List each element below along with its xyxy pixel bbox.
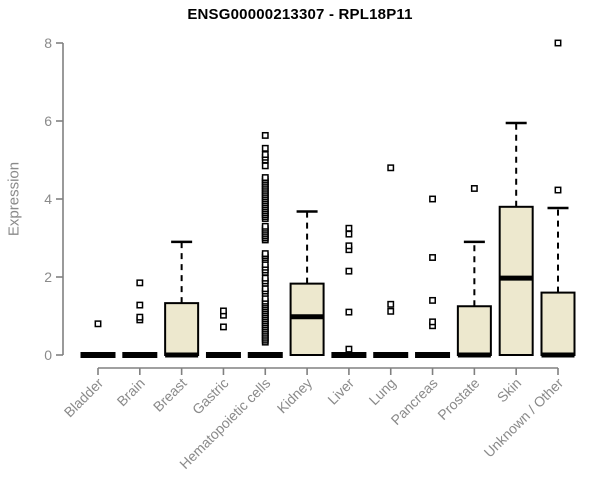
outlier-point bbox=[345, 345, 353, 353]
collapsed-box bbox=[331, 352, 367, 358]
x-tick-label: Prostate bbox=[434, 375, 482, 423]
x-tick-label: Skin bbox=[494, 375, 525, 406]
boxplot-bladder bbox=[80, 320, 116, 358]
chart-title: ENSG00000213307 - RPL18P11 bbox=[187, 6, 413, 23]
x-tick-label: Liver bbox=[324, 375, 357, 408]
box bbox=[289, 282, 325, 357]
outlier-point bbox=[429, 195, 436, 203]
collapsed-box bbox=[373, 352, 409, 358]
boxplot-hematopoietic-cells bbox=[247, 131, 283, 358]
outlier-point bbox=[345, 224, 353, 232]
outlier-point bbox=[136, 279, 144, 287]
collapsed-box bbox=[247, 352, 283, 358]
boxplot-lung bbox=[373, 164, 409, 358]
boxplot-skin bbox=[498, 121, 534, 356]
y-tick-label: 4 bbox=[44, 191, 52, 207]
boxplot-prostate bbox=[456, 185, 492, 358]
outlier-point bbox=[261, 151, 269, 158]
x-tick-label: Kidney bbox=[274, 375, 316, 417]
outlier-point bbox=[345, 267, 353, 275]
box bbox=[164, 302, 200, 357]
outlier-point bbox=[554, 186, 562, 194]
y-tick-label: 8 bbox=[44, 35, 52, 51]
x-tick-label: Lung bbox=[366, 375, 399, 408]
collapsed-box bbox=[122, 352, 158, 358]
outlier-point bbox=[554, 39, 562, 47]
x-tick-label: Brain bbox=[114, 375, 148, 409]
outlier-point bbox=[387, 307, 395, 315]
outlier-point bbox=[261, 162, 269, 170]
outlier-point bbox=[261, 285, 269, 293]
boxplot-unknown-other bbox=[540, 39, 576, 358]
outlier-point bbox=[470, 185, 478, 192]
collapsed-box bbox=[80, 352, 116, 358]
outlier-point bbox=[220, 307, 227, 315]
outlier-point bbox=[261, 174, 269, 182]
x-tick-label: Breast bbox=[150, 375, 190, 415]
boxplot-kidney bbox=[289, 210, 325, 357]
outlier-point bbox=[261, 274, 269, 282]
boxplot-gastric bbox=[205, 307, 241, 358]
outlier-point bbox=[261, 222, 269, 230]
y-tick-label: 6 bbox=[44, 113, 52, 129]
outlier-point bbox=[261, 250, 269, 258]
y-tick-label: 2 bbox=[44, 269, 52, 285]
boxplot-liver bbox=[331, 224, 367, 358]
collapsed-box bbox=[415, 352, 451, 358]
x-tick-label: Bladder bbox=[61, 375, 107, 421]
y-axis: 0 2 4 6 8 bbox=[44, 35, 64, 363]
outlier-point bbox=[261, 144, 269, 152]
x-tick-label: Unknown / Other bbox=[481, 375, 567, 461]
outlier-point bbox=[94, 320, 102, 328]
outlier-point bbox=[345, 242, 353, 250]
box bbox=[540, 291, 576, 357]
outlier-point bbox=[429, 318, 436, 326]
outlier-point bbox=[345, 308, 353, 316]
boxplot-brain bbox=[122, 279, 158, 358]
outlier-point bbox=[429, 296, 436, 304]
outlier-point bbox=[345, 230, 353, 238]
outlier-point bbox=[220, 323, 227, 331]
outlier-point bbox=[136, 313, 144, 321]
outlier-point bbox=[261, 131, 269, 139]
outlier-point bbox=[136, 301, 144, 309]
box bbox=[456, 305, 492, 356]
outlier-point bbox=[429, 254, 436, 261]
outlier-point bbox=[387, 300, 395, 308]
boxplot-pancreas bbox=[415, 195, 451, 358]
boxplot-breast bbox=[164, 240, 200, 358]
y-tick-label: 0 bbox=[44, 347, 52, 363]
box bbox=[498, 205, 534, 356]
collapsed-box bbox=[205, 352, 241, 358]
outlier-point bbox=[387, 164, 395, 172]
